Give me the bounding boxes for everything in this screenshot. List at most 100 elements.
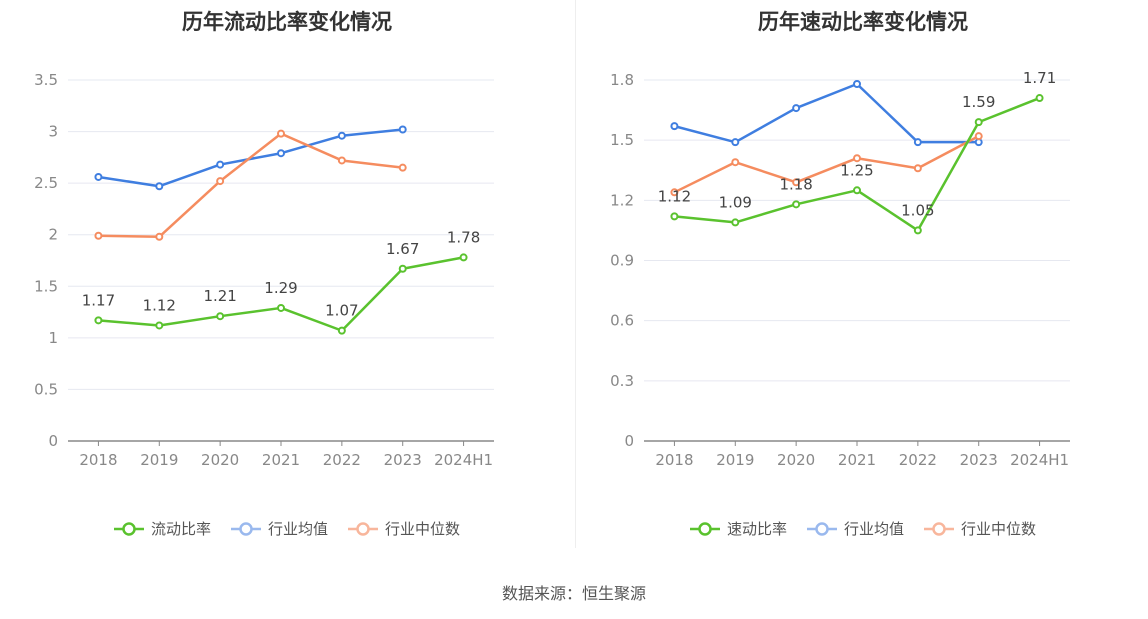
data-point-company xyxy=(216,312,225,321)
data-point-median xyxy=(853,154,861,163)
y-tick-label: 1 xyxy=(48,329,58,347)
data-point-company xyxy=(731,218,740,227)
data-point-avg xyxy=(792,104,801,113)
x-tick-label: 2019 xyxy=(716,451,754,469)
quick-ratio-chart-panel: 历年速动比率变化情况 0 0.3 0.6 0.9 1.2 1.5 1.8 2018 2019 20… xyxy=(576,0,1148,560)
data-point-median xyxy=(974,132,983,141)
quick-ratio-chart: 0 0.3 0.6 0.9 1.2 1.5 1.8 2018 2019 2020 2021 2022 2… xyxy=(610,69,1070,469)
x-tick-label: 2023 xyxy=(960,451,998,469)
data-point-median xyxy=(277,129,285,138)
data-point-avg xyxy=(853,80,861,89)
data-point-company xyxy=(459,253,468,262)
data-point-median xyxy=(216,177,225,186)
legend-line-icon xyxy=(924,521,954,536)
data-point-company xyxy=(974,118,983,127)
data-label: 1.05 xyxy=(901,201,934,219)
chart-title: 历年速动比率变化情况 xyxy=(758,10,968,34)
x-tick-label: 2024H1 xyxy=(1010,451,1069,469)
series-line-avg xyxy=(674,82,979,144)
x-tick-label: 2021 xyxy=(838,451,876,469)
x-tick-label: 2024H1 xyxy=(434,451,493,469)
data-point-median xyxy=(337,156,346,165)
data-point-company xyxy=(277,303,285,312)
y-tick-label: 0.3 xyxy=(610,372,634,390)
data-point-avg xyxy=(337,131,346,140)
y-tick-label: 1.2 xyxy=(610,191,634,209)
data-label: 1.21 xyxy=(203,287,236,305)
legend-item-avg[interactable]: 行业均值 xyxy=(230,518,328,539)
data-point-company xyxy=(913,226,922,235)
chart-title: 历年流动比率变化情况 xyxy=(182,10,392,34)
legend-line-icon xyxy=(806,521,837,536)
legend-label: 行业中位数 xyxy=(385,520,461,538)
legend-item-company[interactable]: 流动比率 xyxy=(113,518,211,539)
series-line-median xyxy=(673,135,980,194)
x-tick-label: 2022 xyxy=(323,451,361,469)
data-point-median xyxy=(155,232,164,241)
current-ratio-chart-panel: 历年流动比率变化情况 0 0.5 1 1.5 2 2.5 3 3.5 2018 2019 2020 2… xyxy=(0,0,574,560)
data-label: 1.67 xyxy=(386,240,419,258)
data-point-median xyxy=(792,178,801,187)
data-label: 1.71 xyxy=(1023,69,1056,87)
x-tick-label: 2018 xyxy=(655,451,693,469)
current-ratio-chart: 0 0.5 1 1.5 2 2.5 3 3.5 2018 2019 2020 2021 2022 2023… xyxy=(34,71,494,469)
data-label: 1.07 xyxy=(325,302,358,320)
data-source-note: 数据来源：恒生聚源 xyxy=(501,584,646,603)
data-label: 1.78 xyxy=(447,228,480,246)
legend-line-icon xyxy=(689,521,720,536)
x-tick-label: 2018 xyxy=(79,451,117,469)
data-point-company xyxy=(398,264,407,273)
x-tick-label: 2020 xyxy=(201,451,239,469)
chart-legend: 速动比率 行业均值 行业中位数 xyxy=(576,518,1148,539)
legend-item-company[interactable]: 速动比率 xyxy=(689,518,787,539)
legend-item-median[interactable]: 行业中位数 xyxy=(924,518,1036,539)
legend-item-median[interactable]: 行业中位数 xyxy=(348,518,460,539)
y-tick-label: 1.5 xyxy=(610,131,634,149)
data-label: 1.59 xyxy=(962,93,995,111)
legend-line-icon xyxy=(230,521,261,536)
data-point-avg xyxy=(913,138,922,147)
panel-divider xyxy=(575,0,576,548)
data-label: 1.17 xyxy=(82,291,115,309)
legend-label: 流动比率 xyxy=(150,520,211,538)
data-point-company xyxy=(792,200,801,209)
data-point-company xyxy=(155,321,164,330)
y-tick-label: 2 xyxy=(48,226,58,244)
y-tick-label: 0 xyxy=(624,432,634,450)
y-tick-label: 3 xyxy=(48,123,58,141)
data-point-median xyxy=(731,158,740,167)
data-point-avg xyxy=(216,160,225,169)
data-point-median xyxy=(913,164,922,173)
data-label: 1.09 xyxy=(719,193,752,211)
series-line-median xyxy=(98,132,403,239)
y-tick-label: 0.9 xyxy=(610,252,634,270)
y-tick-label: 1.8 xyxy=(610,71,634,89)
data-point-company xyxy=(337,326,346,335)
data-point-avg xyxy=(398,125,407,134)
data-label: 1.12 xyxy=(658,187,691,205)
data-point-company xyxy=(853,186,861,195)
data-point-median xyxy=(670,188,679,197)
data-point-company xyxy=(94,316,103,325)
legend-item-avg[interactable]: 行业均值 xyxy=(806,518,904,539)
x-tick-label: 2020 xyxy=(777,451,815,469)
data-point-avg xyxy=(670,122,679,131)
data-point-median xyxy=(94,231,103,240)
legend-line-icon xyxy=(348,521,378,536)
y-tick-label: 0.6 xyxy=(610,312,634,330)
data-label: 1.25 xyxy=(840,161,873,179)
data-label: 1.18 xyxy=(779,175,812,193)
legend-label: 行业均值 xyxy=(267,520,328,538)
legend-line-icon xyxy=(113,521,144,536)
data-point-avg xyxy=(731,138,740,147)
data-point-company xyxy=(1035,94,1044,103)
x-tick-label: 2021 xyxy=(262,451,300,469)
x-tick-label: 2019 xyxy=(140,451,178,469)
data-label: 1.12 xyxy=(143,296,176,314)
y-tick-label: 3.5 xyxy=(34,71,58,89)
y-tick-label: 2.5 xyxy=(34,174,58,192)
y-tick-label: 1.5 xyxy=(34,277,58,295)
data-point-median xyxy=(398,163,407,172)
y-tick-label: 0.5 xyxy=(34,380,58,398)
data-label: 1.29 xyxy=(264,279,297,297)
